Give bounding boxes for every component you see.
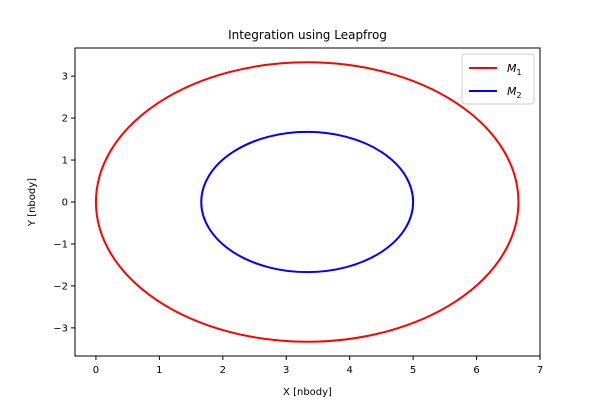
legend: M1 M2: [461, 53, 535, 105]
x-tick-label: 0: [93, 365, 99, 376]
orbit-line-m2: [200, 130, 415, 274]
legend-label-m2-base: M: [507, 85, 517, 98]
y-axis-label: Y [nbody]: [27, 178, 38, 227]
legend-label-m2: M2: [507, 85, 522, 100]
legend-label-m2-subscript: 2: [517, 91, 522, 100]
x-tick-label: 7: [537, 365, 543, 376]
x-tick-label: 6: [473, 365, 479, 376]
x-tick-label: 1: [156, 365, 162, 376]
y-tick-label: −1: [53, 239, 68, 250]
x-axis-ticks: 0 1 2 3 4 5 6 7: [93, 356, 543, 376]
y-axis-ticks: −3 −2 −1 0 1 2 3: [53, 72, 75, 334]
x-tick-label: 4: [346, 365, 352, 376]
y-tick-label: 0: [62, 198, 68, 209]
legend-label-m1: M1: [507, 62, 522, 77]
orbit-line-m1: [94, 61, 520, 343]
x-tick-label: 5: [410, 365, 416, 376]
y-tick-label: −2: [53, 281, 68, 292]
series-layer: [94, 61, 520, 343]
legend-label-m1-base: M: [507, 62, 517, 75]
x-tick-label: 3: [283, 365, 289, 376]
y-tick-label: 2: [62, 114, 68, 125]
x-tick-label: 2: [220, 365, 226, 376]
y-tick-label: 1: [62, 156, 68, 167]
chart-title: Integration using Leapfrog: [228, 28, 387, 42]
x-axis-label: X [nbody]: [283, 387, 332, 398]
y-tick-label: 3: [62, 72, 68, 83]
legend-box: [461, 53, 535, 105]
legend-label-m1-subscript: 1: [517, 68, 522, 77]
y-tick-label: −3: [53, 323, 68, 334]
